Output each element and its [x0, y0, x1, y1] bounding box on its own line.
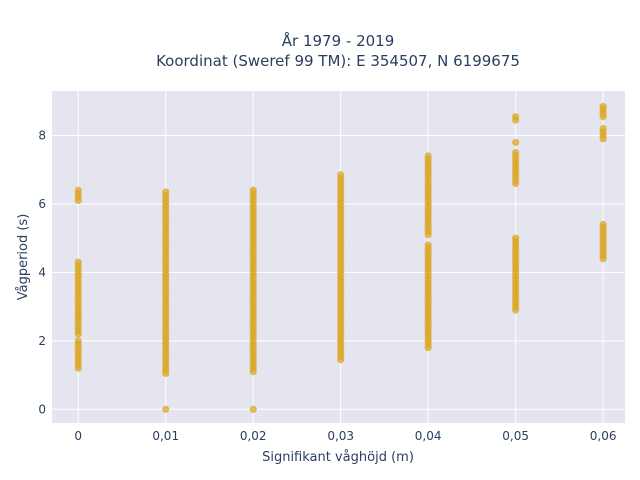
- point-column-0: [74, 186, 82, 372]
- point-column-2: [249, 186, 257, 413]
- y-tick-label-4: 8: [38, 128, 46, 142]
- x-tick-label-3: 0,03: [327, 429, 354, 443]
- x-tick-label-5: 0,05: [502, 429, 529, 443]
- data-points: [74, 102, 607, 413]
- data-point: [74, 337, 82, 345]
- data-point: [162, 405, 170, 413]
- point-column-6: [599, 102, 607, 263]
- point-column-5: [512, 113, 520, 314]
- x-tick-label-6: 0,06: [590, 429, 617, 443]
- x-tick-label-0: 0: [74, 429, 82, 443]
- y-tick-label-0: 0: [38, 402, 46, 416]
- data-point: [512, 149, 520, 157]
- data-point: [512, 113, 520, 121]
- data-point: [512, 234, 520, 242]
- y-axis-title: Vågperiod (s): [16, 214, 31, 301]
- point-column-3: [337, 171, 345, 364]
- chart-title-line1: År 1979 - 2019: [282, 31, 395, 50]
- data-point: [599, 102, 607, 110]
- x-axis-title: Signifikant våghöjd (m): [262, 450, 414, 465]
- data-point: [74, 186, 82, 194]
- data-point: [599, 125, 607, 133]
- x-tick-label-2: 0,02: [240, 429, 267, 443]
- data-point: [162, 188, 170, 196]
- data-point: [249, 186, 257, 194]
- y-axis-ticks: 0 2 4 6 8: [38, 128, 46, 416]
- data-point: [599, 220, 607, 229]
- data-point: [249, 405, 257, 413]
- x-axis-ticks: 0 0,01 0,02 0,03 0,04 0,05 0,06: [74, 429, 616, 443]
- y-tick-label-1: 2: [38, 334, 46, 348]
- data-point: [512, 138, 520, 146]
- y-tick-label-2: 4: [38, 265, 46, 279]
- data-point: [424, 241, 432, 249]
- data-point: [424, 152, 432, 160]
- x-tick-label-1: 0,01: [152, 429, 179, 443]
- chart-title-line2: Koordinat (Sweref 99 TM): E 354507, N 61…: [156, 52, 520, 70]
- x-tick-label-4: 0,04: [415, 429, 442, 443]
- data-point: [74, 258, 82, 266]
- point-column-1: [162, 188, 170, 413]
- point-column-4: [424, 152, 432, 352]
- y-tick-label-3: 6: [38, 197, 46, 211]
- data-point: [337, 171, 345, 179]
